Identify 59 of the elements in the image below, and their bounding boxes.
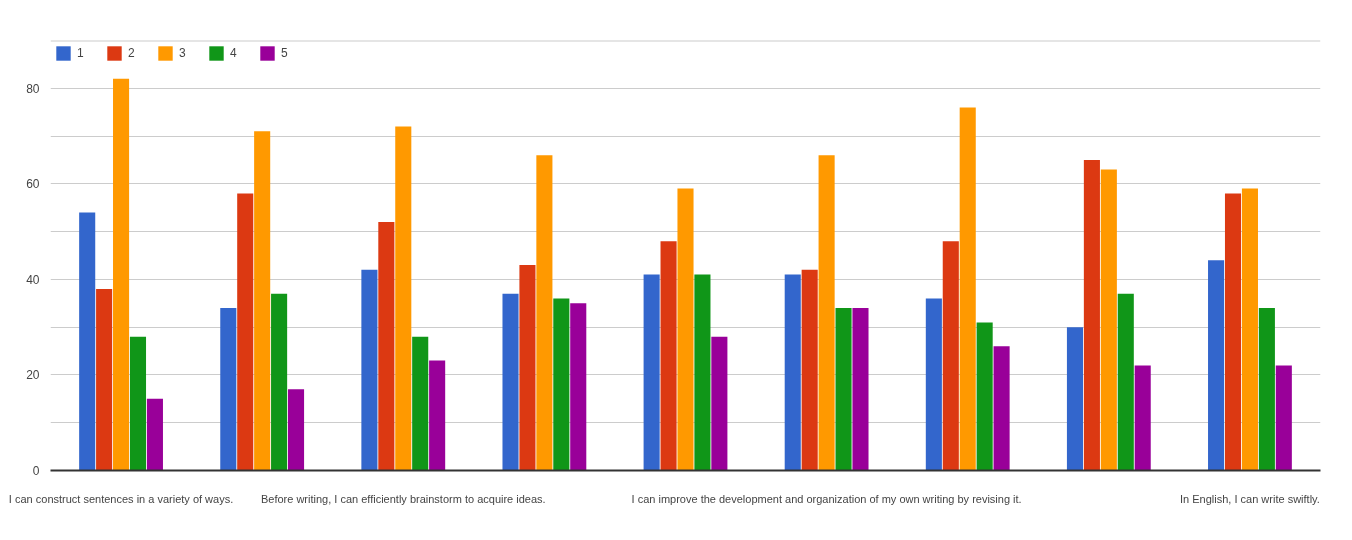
bar [146,398,163,471]
bar [801,269,818,471]
x-tick-label: I can improve the development and organization of my own writing by revising it. [631,492,1022,505]
legend-label: 1 [77,46,85,60]
y-tick-label: 0 [32,464,40,478]
bar [1241,188,1258,471]
bar [976,322,993,471]
bar [1066,327,1084,471]
legend-label: 4 [230,46,238,60]
bar [361,269,378,471]
bar [959,107,976,471]
bar [519,265,536,471]
bar [237,193,254,471]
bar [852,308,869,471]
bar [677,188,694,471]
x-tick-label: I can construct sentences in a variety of ways. [8,492,234,505]
bar [694,274,711,471]
bar [1275,365,1292,471]
bar [1258,308,1275,471]
bar [1083,159,1100,471]
legend-label: 5 [281,46,289,60]
bar [220,308,237,471]
bar [925,298,942,471]
bar [412,336,429,471]
legend-label: 2 [128,46,136,60]
bar [835,308,852,471]
x-tick-label: In English, I can write swiftly. [1180,492,1320,505]
bar [818,155,835,471]
bar [570,303,587,471]
bar [1117,293,1134,471]
bar [254,131,271,471]
bar [96,288,113,471]
x-tick-label: Before writing, I can efficiently brainstorm to acquire ideas. [260,492,546,505]
bar [1208,260,1225,471]
bar [553,298,570,471]
y-tick-label: 60 [26,177,40,192]
bar [395,126,412,471]
y-tick-label: 20 [26,368,40,383]
bar [378,222,395,471]
bar [942,241,959,471]
bar [79,212,96,471]
bar [129,336,147,471]
bar [536,155,553,471]
legend-label: 3 [179,46,187,60]
bar [113,78,130,471]
bar [1224,193,1242,471]
bar [1134,365,1151,471]
bar [711,336,728,471]
y-tick-label: 40 [26,272,40,287]
bar [287,389,305,471]
bar [502,293,519,471]
bar [784,274,801,471]
bar [429,360,446,471]
bar [643,274,660,471]
bar [660,241,677,471]
y-tick-label: 80 [26,81,40,96]
bar [271,293,288,471]
bar [1100,169,1117,471]
bar [993,346,1010,471]
